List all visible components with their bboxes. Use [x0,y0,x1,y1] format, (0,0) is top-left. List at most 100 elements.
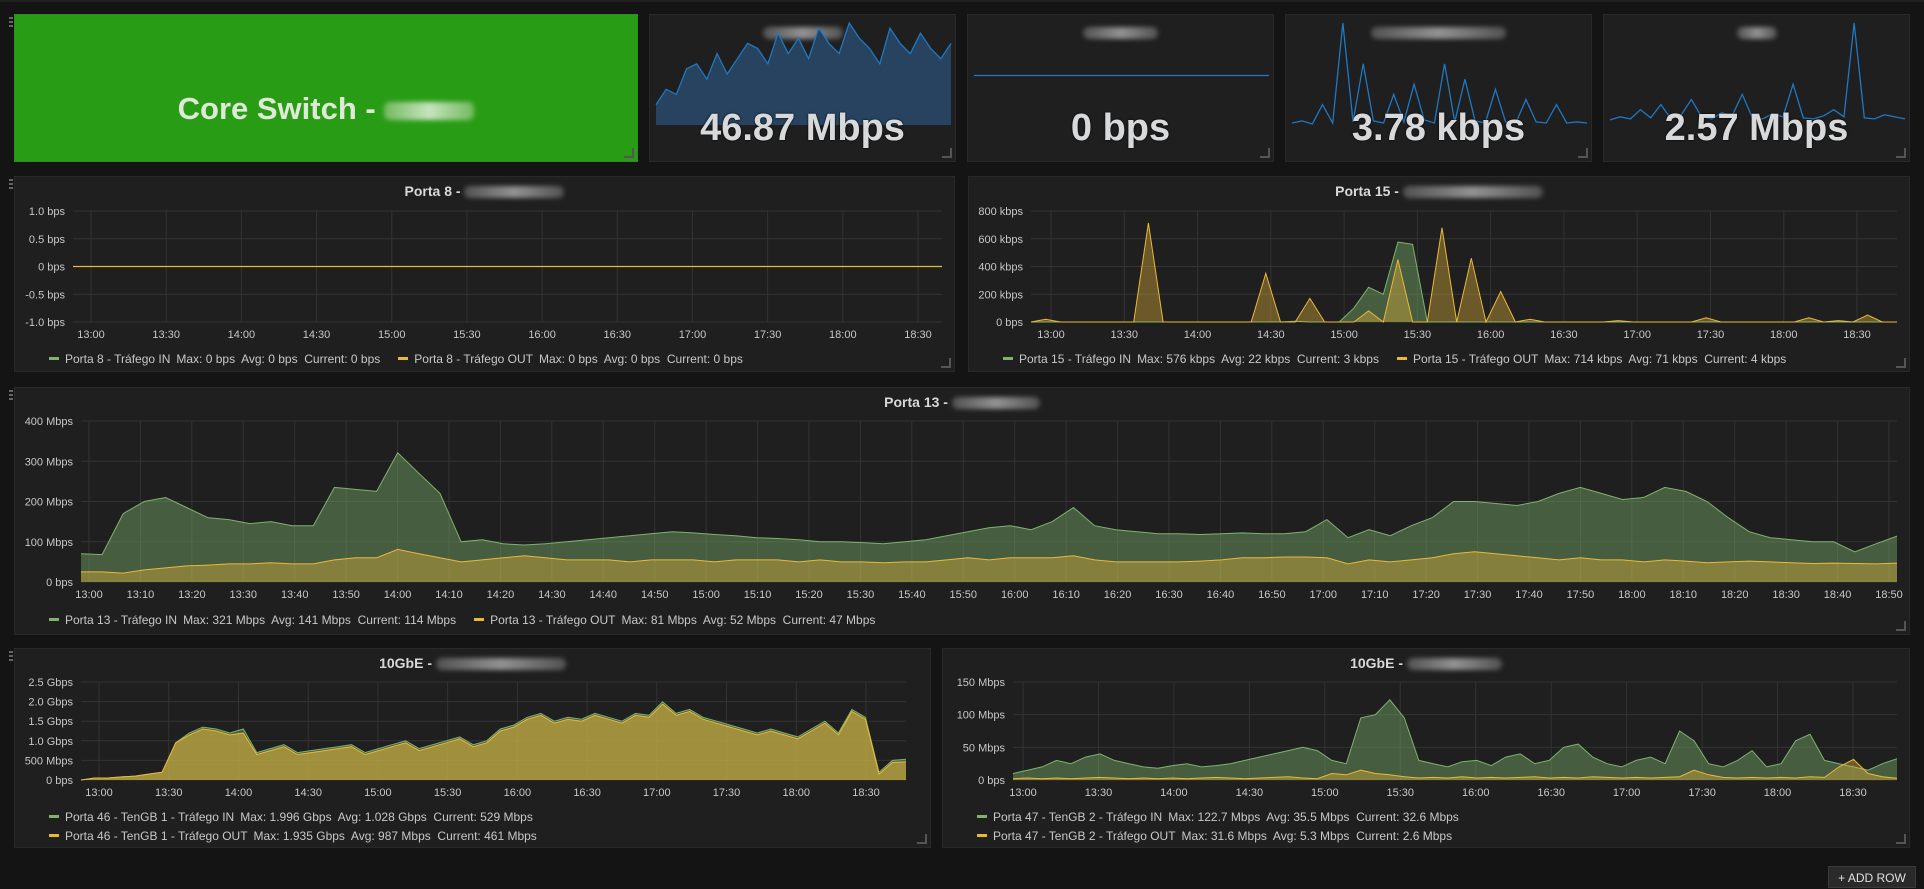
resize-handle[interactable] [917,834,927,844]
series-out-line [1030,222,1897,324]
legend-item[interactable]: Porta 8 - Tráfego OUT Max: 0 bps Avg: 0 b… [398,352,743,366]
series-in-line [80,451,1898,556]
legend-stats: Max: 1.996 Gbps Avg: 1.028 Gbps Current:… [240,809,533,824]
resize-handle[interactable] [1896,621,1906,631]
legend-swatch [49,357,59,360]
y-tick-label: 1.5 Gbps [28,716,73,728]
y-tick-label: 300 Mbps [25,456,74,468]
resize-handle[interactable] [1260,148,1270,158]
y-tick-label: 100 Mbps [25,537,74,549]
legend-item[interactable]: Porta 13 - Tráfego IN Max: 321 Mbps Avg: … [49,613,456,627]
graph-legend: Porta 46 - TenGB 1 - Tráfego IN Max: 1.99… [49,807,537,845]
drag-handle[interactable] [9,17,13,27]
x-tick-label: 14:40 [590,589,618,601]
legend-stats: Max: 0 bps Avg: 0 bps Current: 0 bps [539,351,743,366]
stat-panel-4[interactable]: 2.57 Mbps [1603,14,1910,162]
y-tick-label: 0 bps [46,775,73,787]
legend-item[interactable]: Porta 46 - TenGB 1 - Tráfego OUT Max: 1.9… [49,829,537,843]
x-tick-label: 15:00 [364,787,392,799]
series-in-line [1012,699,1898,774]
x-tick-label: 13:30 [1085,787,1113,799]
drag-handle[interactable] [9,179,13,189]
x-tick-label: 16:00 [1477,329,1505,341]
legend-label: Porta 13 - Tráfego IN [65,612,178,627]
x-tick-label: 13:30 [1111,329,1139,341]
y-tick-label: 0 bps [38,262,65,274]
add-row-button[interactable]: + ADD ROW [1828,866,1916,888]
legend-swatch [49,815,59,818]
x-tick-label: 16:20 [1104,589,1132,601]
x-tick-label: 14:30 [1257,329,1285,341]
panel-title: Porta 15 - [969,183,1909,199]
stat-value: 3.78 kbps [1351,107,1526,149]
legend-item[interactable]: Porta 15 - Tráfego IN Max: 576 kbps Avg: … [1003,352,1379,366]
legend-stats: Max: 0 bps Avg: 0 bps Current: 0 bps [176,351,381,366]
legend-item[interactable]: Porta 47 - TenGB 2 - Tráfego OUT Max: 31.… [977,829,1452,843]
x-tick-label: 14:20 [487,589,515,601]
y-tick-label: 50 Mbps [963,742,1006,754]
x-tick-label: 15:10 [744,589,772,601]
graph-panel-10gbe-2[interactable]: 10GbE - 150 Mbps 100 Mbps 50 Mbps 0 bps 13:0… [942,648,1910,848]
legend-item[interactable]: Porta 15 - Tráfego OUT Max: 714 kbps Avg:… [1396,351,1786,366]
resize-handle[interactable] [624,148,634,158]
y-tick-label: 400 kbps [978,262,1023,274]
series-out-area [1031,222,1897,322]
x-tick-label: 17:20 [1412,589,1440,601]
legend-item[interactable]: Porta 8 - Tráfego IN Max: 0 bps Avg: 0 bp… [49,352,380,366]
sparkline [655,21,952,125]
legend-swatch [398,357,409,360]
resize-handle[interactable] [941,358,951,368]
x-tick-label: 14:00 [1184,329,1212,341]
x-tick-label: 13:00 [1037,329,1065,341]
resize-handle[interactable] [1578,148,1588,158]
graph-plot: 2.5 Gbps 2.0 Gbps 1.5 Gbps 1.0 Gbps 500 Mbps… [25,677,907,799]
drag-handle[interactable] [9,651,13,661]
legend-label: Porta 15 - Tráfego OUT [1412,351,1539,366]
legend-swatch [49,834,59,837]
x-tick-label: 18:10 [1670,589,1698,601]
graph-legend: Porta 15 - Tráfego IN Max: 576 kbps Avg: … [1003,349,1786,368]
graph-panel-10gbe-1[interactable]: 10GbE - 2.5 Gbps 2.0 Gbps 1.5 Gbps 1.0 Gbps… [9,648,931,848]
y-tick-label: -0.5 bps [25,289,65,301]
x-tick-label: 16:30 [1155,589,1183,601]
x-tick-label: 13:00 [1009,787,1037,799]
legend-row: Porta 46 - TenGB 1 - Tráfego IN Max: 1.99… [49,807,537,826]
x-tick-label: 15:20 [795,589,823,601]
x-tick-label: 18:40 [1824,589,1852,601]
resize-handle[interactable] [1896,148,1906,158]
legend-item[interactable]: Porta 13 - Tráfego OUT Max: 81 Mbps Avg: … [474,613,875,627]
sparkline-line [655,21,952,105]
x-tick-label: 17:30 [754,329,782,341]
legend-item[interactable]: Porta 47 - TenGB 2 - Tráfego IN Max: 122.… [977,810,1459,824]
resize-handle[interactable] [1896,358,1906,368]
sparkline-area [656,23,951,125]
graph-panel-porta-8[interactable]: Porta 8 - 1.0 bps 0.5 bps 0 bps -0.5 bps -1.… [9,176,955,372]
x-tick-label: 14:00 [228,329,256,341]
core-switch-label: Core Switch - [15,91,637,127]
stat-panel-3[interactable]: 3.78 kbps [1285,14,1592,162]
y-tick-label: 2.5 Gbps [28,677,73,689]
x-tick-label: 13:50 [332,589,360,601]
resize-handle[interactable] [942,148,952,158]
legend-stats: Max: 321 Mbps Avg: 141 Mbps Current: 114… [183,612,457,627]
x-tick-label: 15:30 [1387,787,1415,799]
x-tick-label: 18:00 [1770,329,1798,341]
core-switch-panel[interactable]: Core Switch - [9,14,638,162]
x-tick-label: 16:00 [504,787,532,799]
x-tick-label: 18:00 [1764,787,1792,799]
x-tick-label: 15:50 [950,589,978,601]
legend-row: Porta 8 - Tráfego IN Max: 0 bps Avg: 0 bp… [49,349,743,368]
drag-handle[interactable] [9,390,13,400]
legend-item[interactable]: Porta 46 - TenGB 1 - Tráfego IN Max: 1.99… [49,810,533,824]
resize-handle[interactable] [1896,834,1906,844]
x-tick-label: 15:00 [378,329,406,341]
y-tick-label: -1.0 bps [25,317,65,329]
stat-panel-1[interactable]: 46.87 Mbps [649,14,956,162]
x-tick-label: 17:00 [679,329,707,341]
graph-panel-porta-15[interactable]: Porta 15 - 800 kbps 600 kbps 400 kbps 200 k… [968,176,1910,372]
graph-panel-porta-13[interactable]: Porta 13 - 400 Mbps 300 Mbps 200 Mbps 100 M… [9,387,1910,635]
legend-label: Porta 8 - Tráfego IN [65,351,171,366]
stat-panel-2[interactable]: 0 bps [967,14,1274,162]
y-tick-label: 800 kbps [978,206,1023,218]
x-tick-label: 15:00 [1311,787,1339,799]
